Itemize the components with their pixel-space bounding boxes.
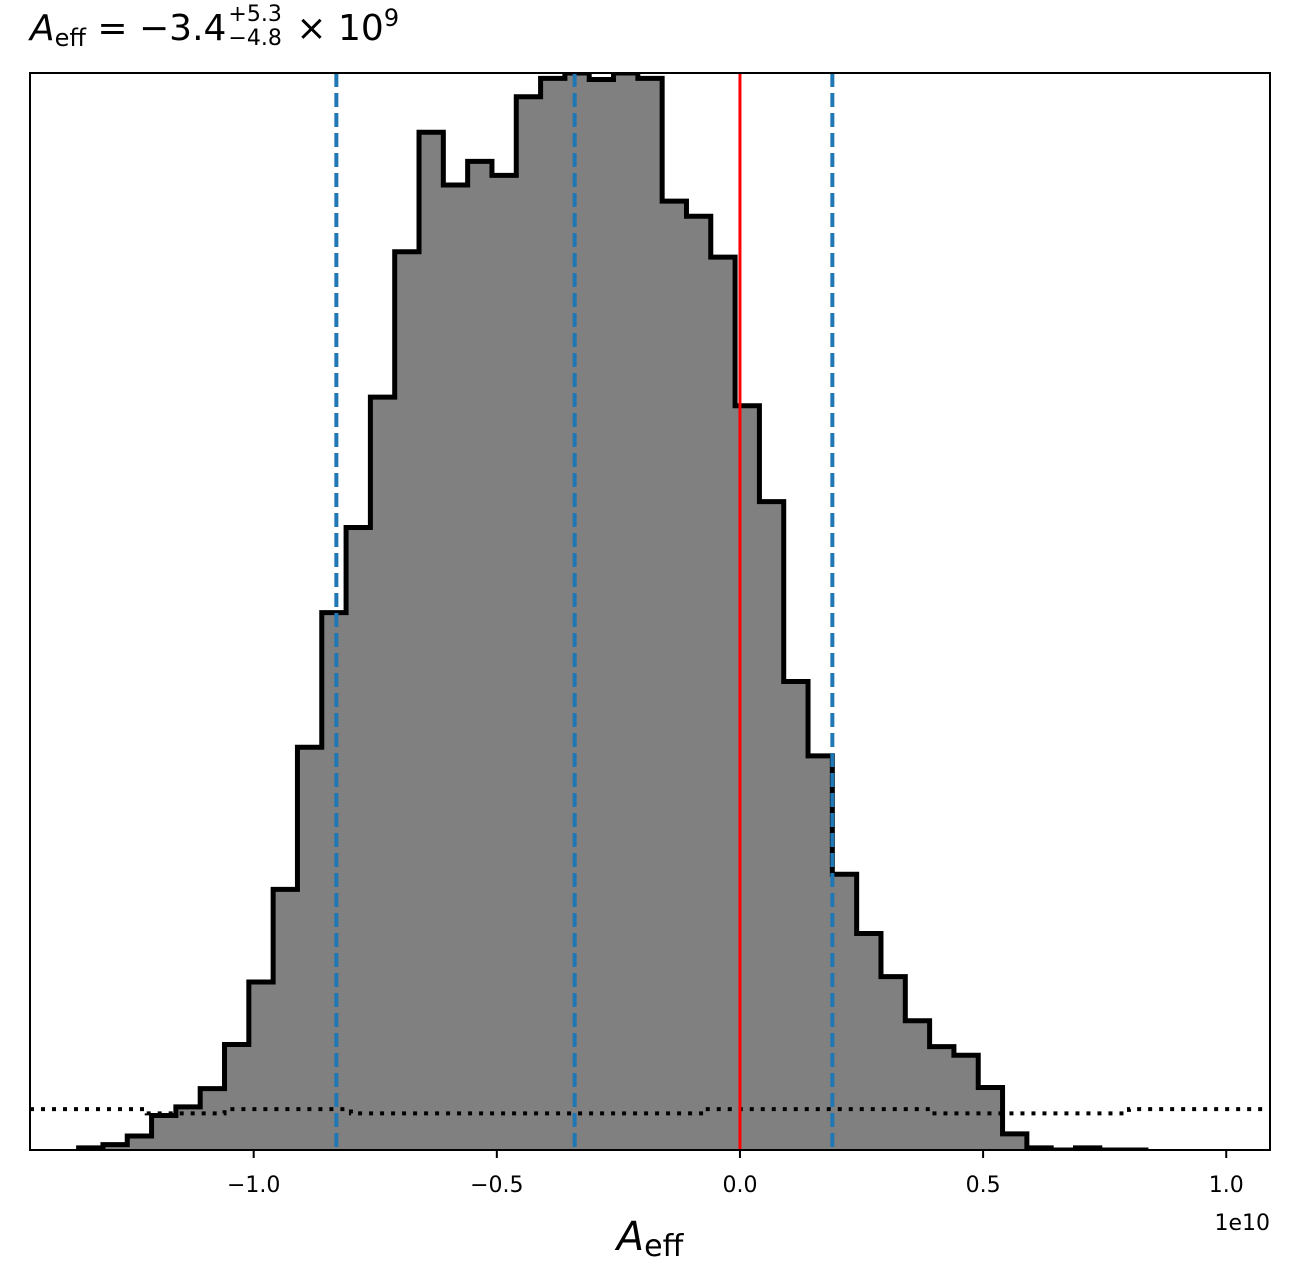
title-plus: +5.3 bbox=[228, 2, 282, 27]
histogram-bar bbox=[346, 527, 371, 1150]
histogram-bar bbox=[248, 981, 274, 1150]
histogram-bar bbox=[200, 1088, 226, 1150]
x-tick-label: −1.0 bbox=[227, 1173, 280, 1198]
x-tick-label: 0.5 bbox=[966, 1173, 1001, 1198]
histogram-bar bbox=[978, 1087, 1004, 1150]
histogram-bar bbox=[1002, 1133, 1028, 1150]
histogram-bar bbox=[491, 175, 517, 1150]
histogram-bar bbox=[321, 612, 347, 1150]
histogram-bar bbox=[808, 755, 833, 1150]
histogram-bar bbox=[686, 216, 712, 1150]
histogram-bar bbox=[710, 257, 736, 1150]
histogram-bar bbox=[151, 1115, 177, 1150]
chart-title: Aeff = −3.4 +5.3 −4.8 × 109 bbox=[30, 2, 400, 52]
histogram-outline bbox=[76, 73, 1149, 1150]
histogram-bar bbox=[224, 1044, 250, 1150]
histogram-bar bbox=[929, 1046, 955, 1150]
x-axis-label-subscript: eff bbox=[644, 1229, 684, 1264]
histogram-bar bbox=[297, 747, 323, 1150]
x-axis-label-symbol: A bbox=[614, 1214, 644, 1260]
axes-frame bbox=[29, 72, 1271, 1151]
x-tick-label: −0.5 bbox=[470, 1173, 523, 1198]
histogram-bar bbox=[540, 78, 566, 1150]
histogram-bar bbox=[175, 1106, 201, 1150]
title-minus: −4.8 bbox=[228, 26, 282, 51]
title-exponent: 9 bbox=[383, 4, 400, 32]
histogram-bar bbox=[856, 933, 882, 1150]
x-tick-label: 1.0 bbox=[1209, 1173, 1244, 1198]
histogram-bar bbox=[880, 976, 906, 1150]
histogram-bar bbox=[637, 78, 663, 1150]
prior-dotted-line bbox=[30, 1107, 1270, 1116]
histogram-bar bbox=[443, 185, 469, 1150]
histogram-bar bbox=[127, 1135, 153, 1150]
title-uncertainty: +5.3 −4.8 bbox=[226, 2, 296, 50]
histogram-bar bbox=[273, 889, 298, 1150]
title-symbol: A bbox=[30, 8, 55, 49]
histogram-bar bbox=[759, 501, 785, 1150]
x-tick-label: 0.0 bbox=[722, 1173, 757, 1198]
histogram-bar bbox=[516, 96, 542, 1150]
histogram-bar bbox=[662, 201, 687, 1150]
title-suffix: × 10 bbox=[296, 8, 384, 49]
histogram-bar bbox=[953, 1055, 979, 1150]
histogram-bar bbox=[102, 1144, 128, 1150]
title-value: = −3.4 bbox=[85, 8, 227, 49]
title-subscript: eff bbox=[54, 24, 86, 52]
plot-area bbox=[30, 73, 1270, 1150]
histogram-bar bbox=[467, 161, 493, 1150]
histogram-bar bbox=[394, 251, 420, 1150]
axis-offset-text: 1e10 bbox=[1214, 1211, 1270, 1236]
histogram-bar bbox=[905, 1020, 931, 1150]
histogram-bar bbox=[613, 73, 639, 1150]
x-axis-ticks: −1.0 −0.5 0.0 0.5 1.0 bbox=[227, 1150, 1244, 1198]
histogram-bar bbox=[419, 132, 444, 1150]
histogram-bar bbox=[564, 73, 590, 1150]
x-axis-label: Aeff bbox=[614, 1214, 685, 1264]
histogram-bar bbox=[370, 397, 396, 1150]
histogram-bar bbox=[783, 681, 809, 1150]
histogram-bar bbox=[589, 79, 615, 1150]
histogram-bar bbox=[832, 874, 858, 1150]
